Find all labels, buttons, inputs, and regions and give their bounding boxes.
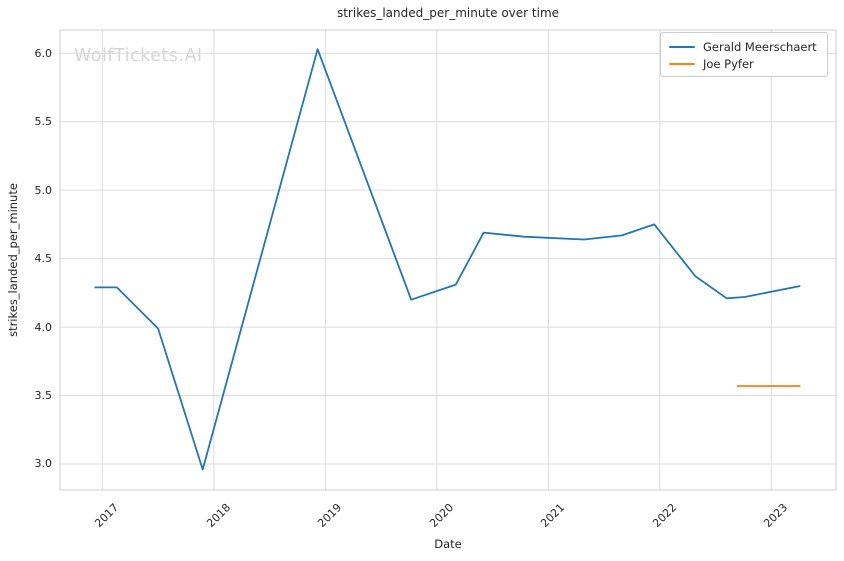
legend: Gerald Meerschaert Joe Pyfer	[660, 32, 828, 77]
y-tick-label: 6.0	[34, 46, 53, 60]
watermark: WolfTickets.AI	[74, 46, 203, 66]
legend-label: Gerald Meerschaert	[703, 39, 817, 54]
y-tick-label: 4.5	[34, 252, 53, 266]
chart-title: strikes_landed_per_minute over time	[336, 6, 560, 20]
legend-line-swatch-icon	[669, 45, 695, 48]
legend-entry-gerald-meerschaert: Gerald Meerschaert	[669, 40, 819, 54]
series-line-gerald-meerschaert	[94, 48, 801, 471]
y-tick-label: 4.0	[34, 320, 53, 334]
legend-line-swatch-icon	[669, 62, 695, 65]
y-axis-label: strikes_landed_per_minute	[6, 183, 20, 337]
y-tick-label: 5.0	[34, 183, 53, 197]
x-axis-label: Date	[434, 537, 462, 551]
y-tick-label: 5.5	[34, 115, 53, 129]
y-tick-label: 3.5	[34, 389, 53, 403]
legend-label: Joe Pyfer	[703, 56, 754, 71]
y-tick-label: 3.0	[34, 457, 53, 471]
legend-entry-joe-pyfer: Joe Pyfer	[669, 57, 819, 71]
axes-border	[59, 29, 837, 491]
